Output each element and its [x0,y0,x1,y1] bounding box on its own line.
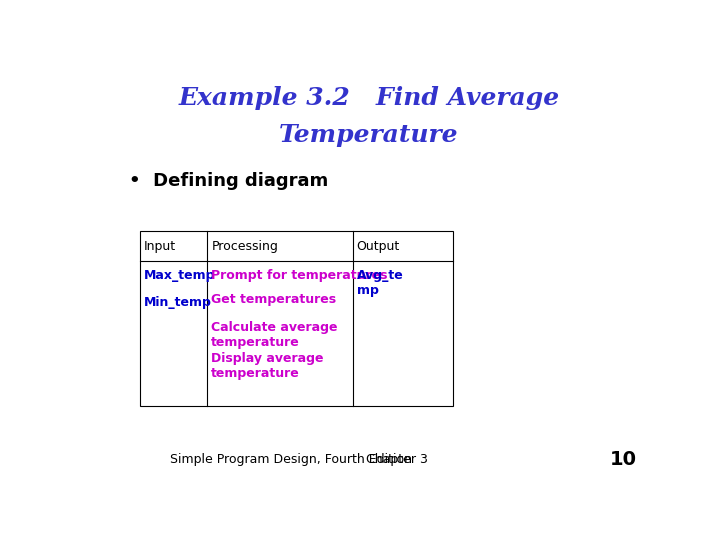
Text: Max_temp: Max_temp [144,268,215,281]
Text: Calculate average
temperature: Calculate average temperature [211,321,338,348]
Text: Get temperatures: Get temperatures [211,294,336,307]
Text: 10: 10 [609,450,636,469]
Text: Processing: Processing [211,240,278,253]
Text: Min_temp: Min_temp [144,295,212,308]
Text: Prompt for temperatures: Prompt for temperatures [211,268,388,281]
Text: Avg_te
mp: Avg_te mp [356,268,403,296]
Text: •  Defining diagram: • Defining diagram [129,172,328,190]
Bar [140,231,453,406]
Text: Simple Program Design, Fourth Edition: Simple Program Design, Fourth Edition [170,453,412,467]
Text: Display average
temperature: Display average temperature [211,352,324,380]
Text: Temperature: Temperature [279,124,459,147]
Text: Chapter 3: Chapter 3 [366,453,428,467]
Text: Output: Output [356,240,400,253]
Text: Example 3.2   Find Average: Example 3.2 Find Average [179,86,559,110]
Text: Input: Input [144,240,176,253]
